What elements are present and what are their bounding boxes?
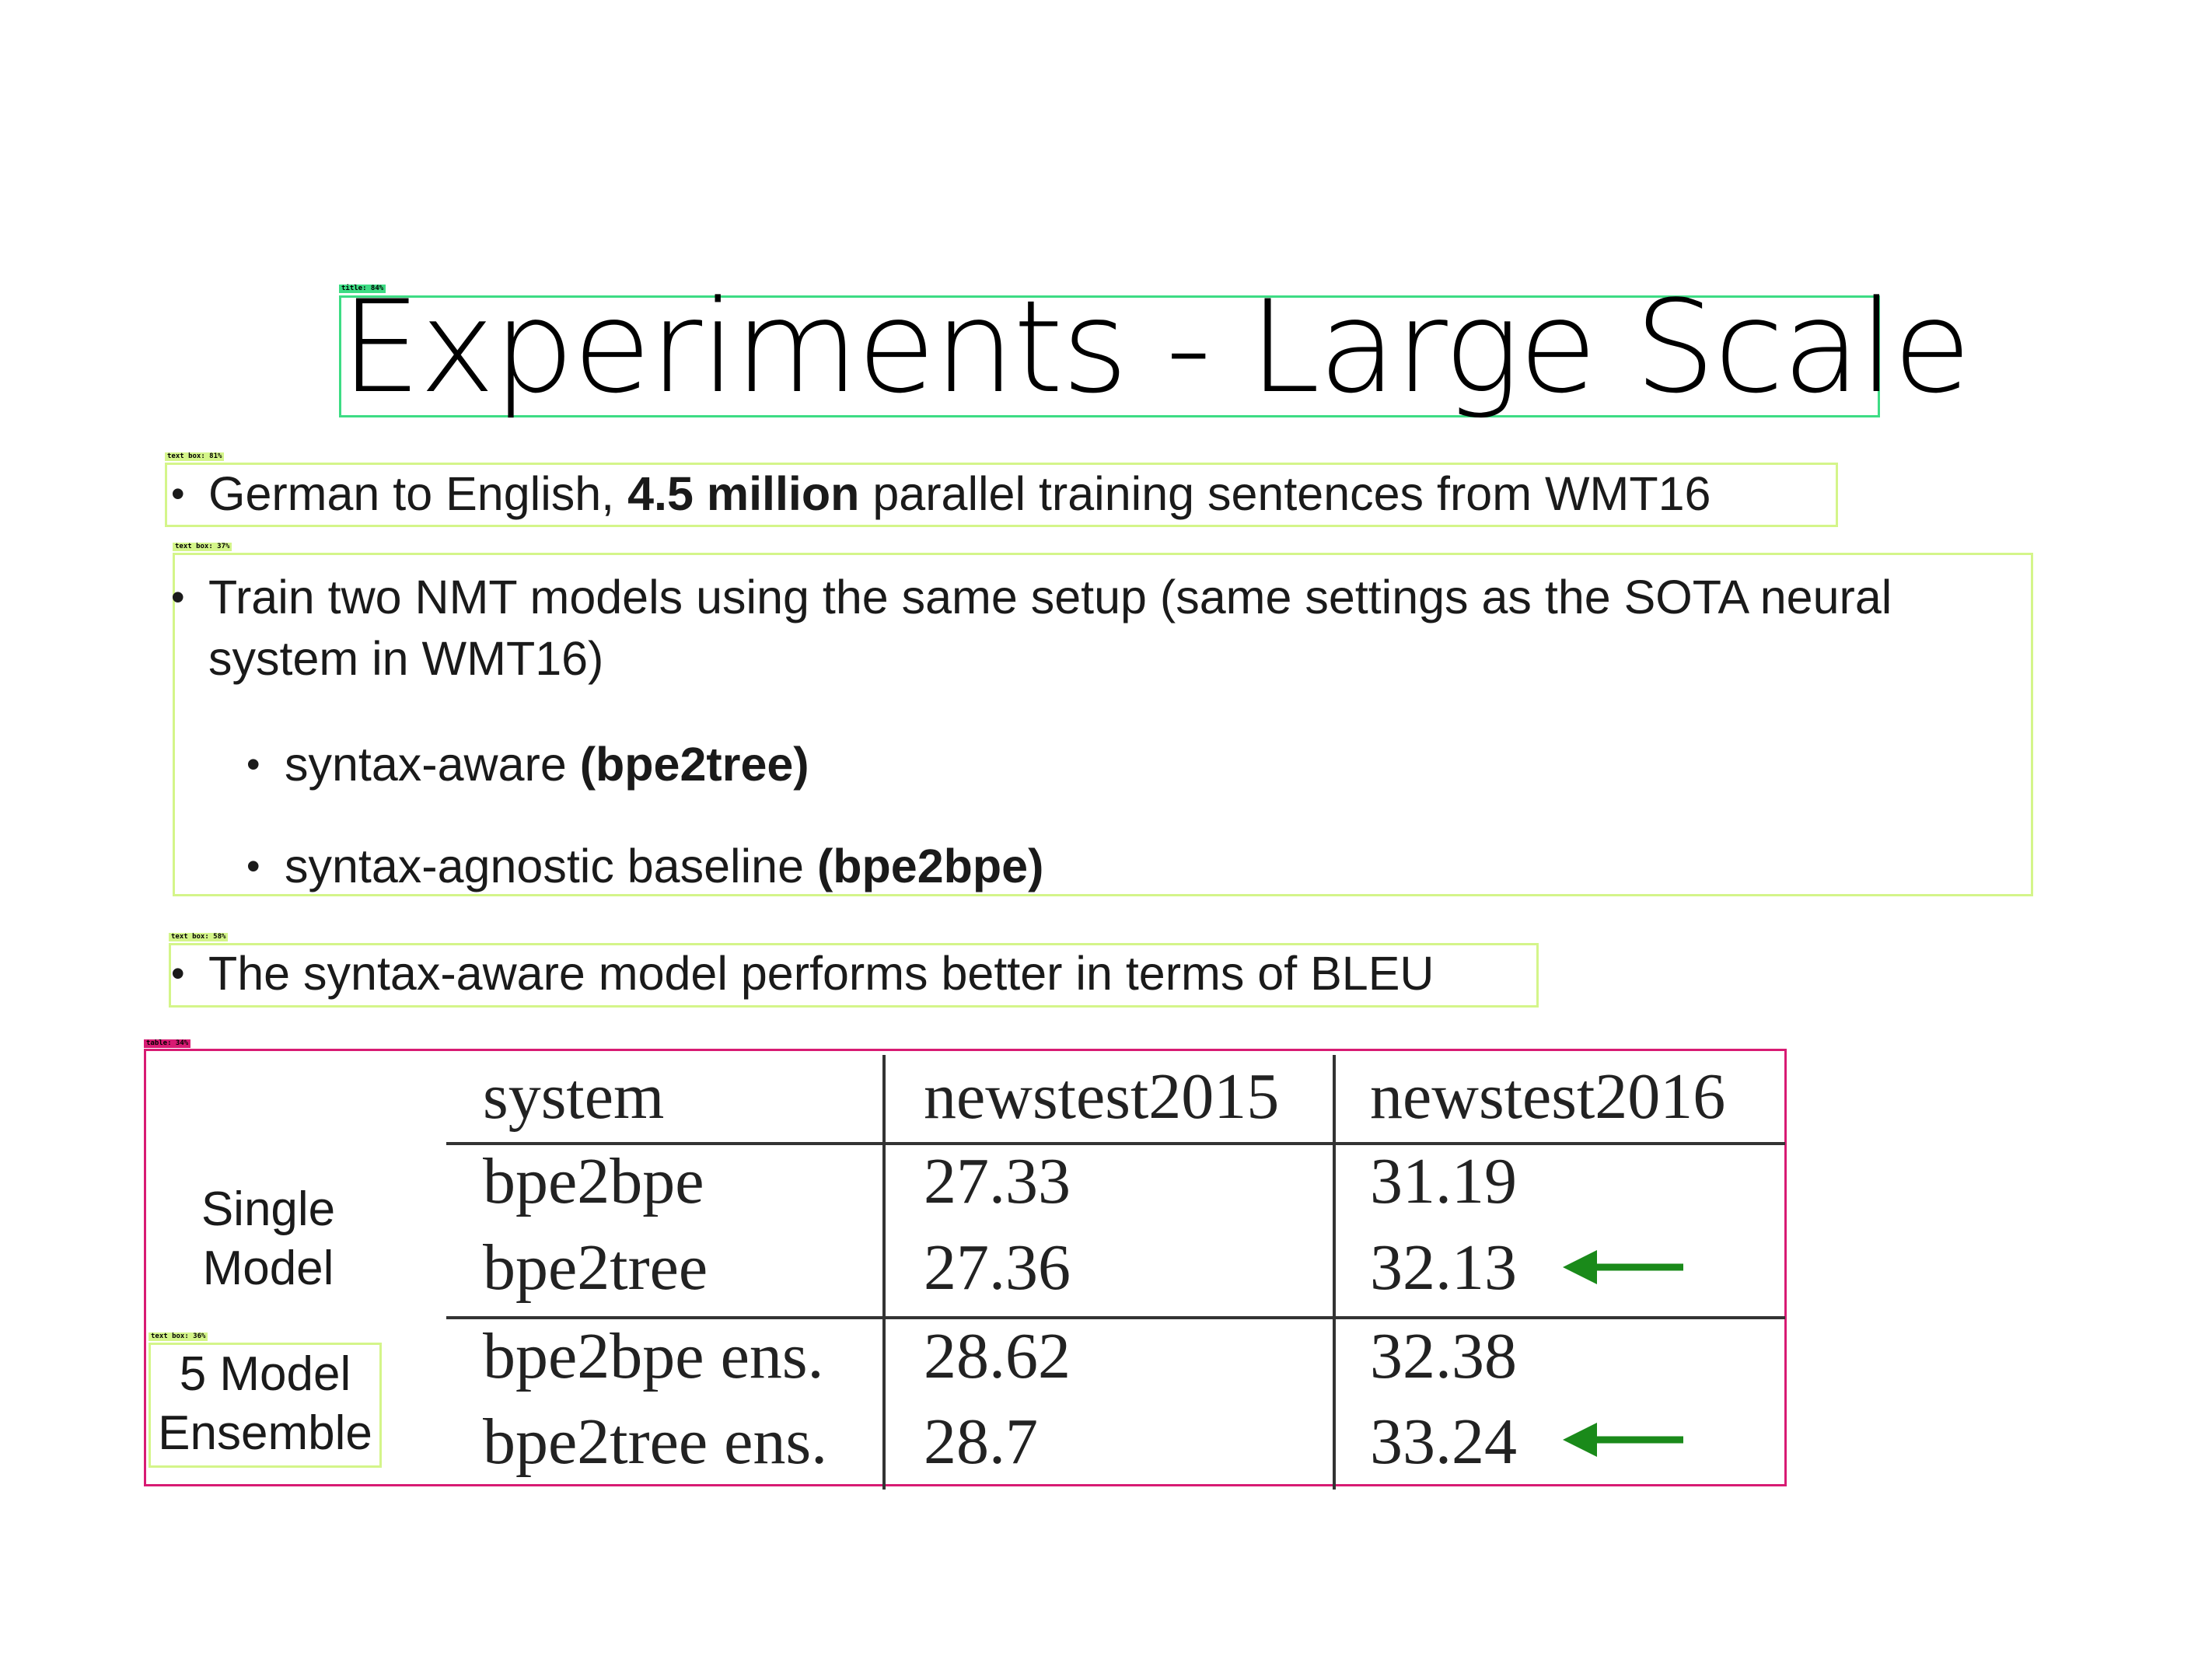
text-box-3 [169, 943, 1539, 1008]
ensemble-label: 5 Model Ensemble [149, 1345, 382, 1463]
table-detection-tag: table: 34% [144, 1039, 191, 1048]
table-header-newstest2016: newstest2016 [1370, 1060, 1726, 1133]
sub-bullet-2-marker: • [246, 844, 260, 888]
page-title: Experiments - Large Scale [341, 273, 1972, 421]
table-header-newstest2015: newstest2015 [924, 1060, 1280, 1133]
sub-bullet-1-marker: • [246, 742, 260, 786]
bullet-2-line-1: Train two NMT models using the same setu… [208, 571, 1892, 623]
bullet-1: German to English, 4.5 million parallel … [208, 463, 1711, 524]
bullet-1-bold: 4.5 million [627, 467, 860, 520]
text-box-tag-2: text box: 37% [173, 543, 232, 551]
table-row-3-nt2016: 32.38 [1370, 1320, 1517, 1392]
bullet-1-marker: • [171, 472, 185, 515]
table-row-4-nt2015: 28.7 [924, 1406, 1038, 1478]
sub-bullet-2-pre: syntax-agnostic baseline [285, 840, 817, 892]
table-detection-box [144, 1049, 1787, 1486]
text-box-4 [149, 1343, 382, 1468]
bullet-3-marker: • [171, 952, 185, 995]
text-box-tag-3: text box: 58% [169, 933, 229, 941]
sub-bullet-1-pre: syntax-aware [285, 738, 580, 791]
title-detection-box [339, 295, 1880, 417]
bullet-2-marker: • [171, 575, 185, 619]
text-box-tag-1: text box: 81% [165, 452, 225, 461]
ensemble-label-line-1: 5 Model [179, 1347, 351, 1401]
table-row-3-nt2015: 28.62 [924, 1320, 1071, 1392]
table-row-4-system: bpe2tree ens. [483, 1406, 828, 1478]
table-header-system: system [483, 1060, 665, 1133]
sub-bullet-1: syntax-aware (bpe2tree) [285, 734, 809, 795]
single-model-label: Single Model [171, 1180, 365, 1298]
bullet-3: The syntax-aware model performs better i… [208, 947, 1434, 1000]
title-detection-tag: title: 84% [339, 285, 386, 293]
text-box-2 [173, 553, 2033, 896]
table-row-1-nt2016: 31.19 [1370, 1145, 1517, 1217]
sub-bullet-1-bold: (bpe2tree) [579, 738, 809, 791]
bullet-2-line-2: system in WMT16) [208, 632, 604, 685]
bullet-1-post: parallel training sentences from WMT16 [859, 467, 1711, 520]
table-row-2-nt2016: 32.13 [1370, 1231, 1517, 1304]
table-header-rule [446, 1142, 1785, 1145]
single-model-label-line-1: Single [201, 1182, 336, 1236]
ensemble-label-line-2: Ensemble [158, 1406, 372, 1460]
table-row-1-nt2015: 27.33 [924, 1145, 1071, 1217]
text-box-tag-4: text box: 36% [149, 1332, 208, 1341]
table-row-1-system: bpe2bpe [483, 1145, 704, 1217]
table-row-4-nt2016: 33.24 [1370, 1406, 1517, 1478]
table-row-2-system: bpe2tree [483, 1231, 708, 1304]
sub-bullet-2-bold: (bpe2bpe) [816, 840, 1044, 892]
text-box-1 [165, 463, 1838, 527]
table-column-rule-2 [1333, 1055, 1336, 1490]
table-group-rule [446, 1316, 1785, 1319]
bullet-1-pre: German to English, [208, 467, 628, 520]
table-row-2-nt2015: 27.36 [924, 1231, 1071, 1304]
table-row-3-system: bpe2bpe ens. [483, 1320, 824, 1392]
single-model-label-line-2: Model [202, 1242, 334, 1295]
table-column-rule-1 [882, 1055, 886, 1490]
left-arrow-icon [1563, 1250, 1683, 1284]
left-arrow-icon [1563, 1423, 1683, 1457]
sub-bullet-2: syntax-agnostic baseline (bpe2bpe) [285, 836, 1043, 896]
